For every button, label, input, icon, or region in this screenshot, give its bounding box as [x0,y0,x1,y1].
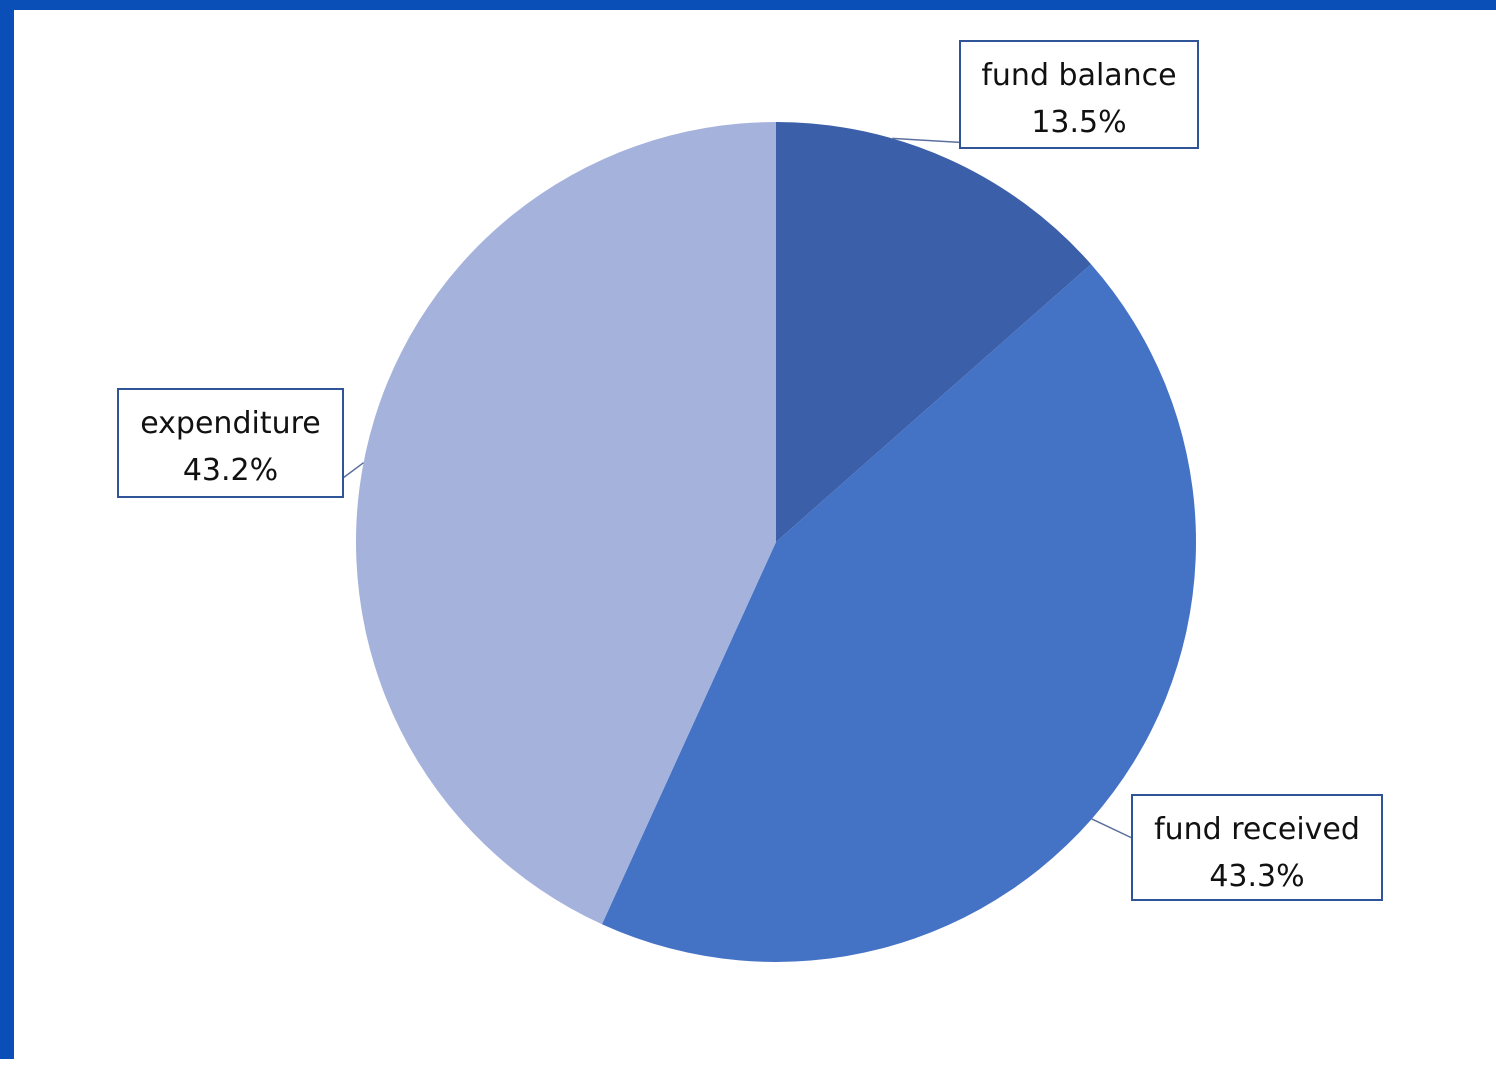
data-label-box [959,40,1199,149]
pie-slice-expenditure [355,122,776,925]
pie-slices [355,122,1197,963]
data-label-box [1131,794,1383,901]
data-label-fund-received: fund received 43.3% [1131,794,1383,901]
data-labels: fund balance 13.5% fund received 43.3% expen… [117,40,1383,901]
pie-slice-fund-balance [776,122,1092,542]
data-label-category: fund received [1154,812,1360,847]
pie-chart: fund balance 13.5% fund received 43.3% expen… [117,40,1383,963]
data-label-percent: 43.3% [1209,859,1304,894]
data-label-category: fund balance [981,58,1176,93]
data-label-category: expenditure [140,406,320,441]
pie-slice-fund-received [601,264,1197,963]
leader-line-fund-received [1091,818,1133,839]
data-label-expenditure: expenditure 43.2% [117,388,344,498]
data-label-percent: 43.2% [183,453,278,488]
data-label-percent: 13.5% [1031,105,1126,140]
data-label-fund-balance: fund balance 13.5% [959,40,1199,149]
leader-line-expenditure [342,462,365,479]
data-label-box [117,388,344,498]
